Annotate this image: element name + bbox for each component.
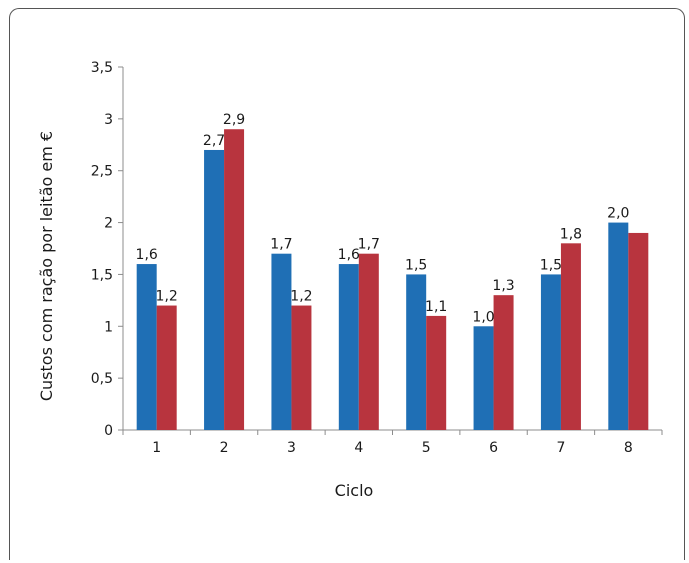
- y-tick-label: 1: [104, 319, 113, 335]
- data-label: 1,5: [540, 257, 562, 273]
- data-label: 1,6: [136, 247, 158, 263]
- data-label: 1,5: [405, 257, 427, 273]
- x-tick-label: 4: [354, 440, 363, 456]
- bar-series-2-5: [426, 315, 447, 430]
- chart-frame: [9, 8, 685, 560]
- bars: [136, 129, 649, 430]
- x-axis-title: Ciclo: [335, 481, 374, 500]
- bar-series-1-8: [608, 222, 629, 430]
- x-tick-label: 1: [152, 440, 161, 456]
- bar-series-2-3: [291, 305, 312, 430]
- data-label: 2,0: [607, 206, 629, 222]
- data-label: 1,2: [290, 289, 312, 305]
- data-label: 1,0: [472, 309, 494, 325]
- x-tick-label: 3: [287, 440, 296, 456]
- y-tick-label: 2: [104, 216, 113, 232]
- data-labels: 1,62,71,71,61,51,01,52,01,22,91,21,71,11…: [136, 112, 630, 325]
- y-axis-title: Custos com ração por leitão em €: [37, 131, 56, 401]
- data-label: 1,7: [358, 237, 380, 253]
- y-tick-label: 0: [104, 423, 113, 439]
- data-label: 1,1: [425, 299, 447, 315]
- data-label: 1,2: [156, 289, 178, 305]
- x-tick-label: 5: [422, 440, 431, 456]
- x-tick-label: 6: [489, 440, 498, 456]
- bar-series-2-1: [156, 305, 177, 430]
- y-tick-label: 3: [104, 112, 113, 128]
- bar-series-1-3: [271, 253, 292, 430]
- bar-series-2-2: [224, 129, 245, 430]
- bar-series-1-6: [473, 326, 494, 430]
- bar-series-1-7: [540, 274, 561, 430]
- data-label: 1,3: [492, 278, 514, 294]
- x-tick-label: 7: [556, 440, 565, 456]
- x-axis: 1 2 3 4 5 6 7 8: [122, 429, 663, 456]
- y-tick-label: 3,5: [91, 60, 113, 76]
- x-tick-label: 2: [220, 440, 229, 456]
- x-tick-label: 8: [624, 440, 633, 456]
- data-label: 1,7: [270, 237, 292, 253]
- data-label: 2,9: [223, 112, 245, 128]
- bar-series-1-1: [136, 264, 157, 430]
- bar-series-1-2: [204, 149, 225, 430]
- data-label: 1,6: [338, 247, 360, 263]
- data-label: 2,7: [203, 133, 225, 149]
- bar-series-2-4: [358, 253, 379, 430]
- bar-series-2-7: [560, 243, 581, 430]
- y-axis: 0 0,5 1 1,5 2 2,5 3 3,5: [91, 60, 124, 439]
- bar-series-2-8: [628, 232, 649, 430]
- y-tick-label: 2,5: [91, 164, 113, 180]
- data-label: 1,8: [560, 226, 582, 242]
- y-tick-label: 1,5: [91, 267, 113, 283]
- y-tick-label: 0,5: [91, 371, 113, 387]
- bar-series-1-4: [338, 264, 359, 430]
- bar-series-2-6: [493, 295, 514, 430]
- bar-series-1-5: [406, 274, 427, 430]
